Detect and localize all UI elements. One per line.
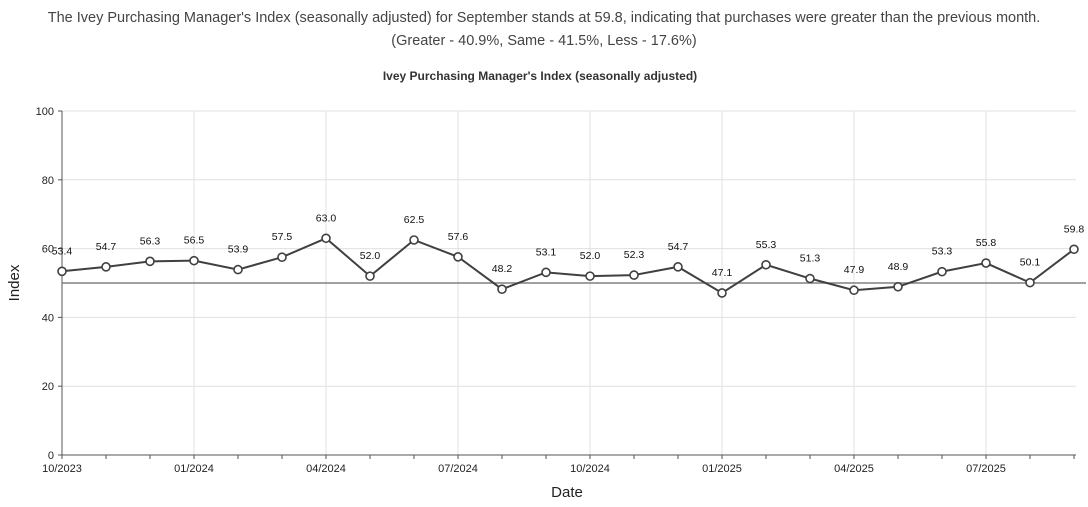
data-label: 54.7 (96, 241, 117, 253)
data-label: 48.9 (888, 261, 909, 273)
x-tick-label: 04/2025 (834, 463, 874, 475)
data-point (145, 256, 155, 267)
data-label: 62.5 (404, 214, 425, 226)
data-point (585, 271, 595, 281)
data-label: 53.3 (932, 246, 953, 258)
y-tick-label: 0 (48, 450, 54, 462)
data-point (629, 270, 639, 280)
data-point (673, 262, 683, 272)
data-point (321, 233, 331, 244)
data-point (189, 255, 199, 266)
x-tick-label: 07/2024 (438, 463, 478, 475)
data-point (805, 273, 815, 284)
data-label: 51.3 (800, 253, 821, 265)
data-point (541, 267, 551, 278)
data-label: 48.2 (492, 263, 513, 275)
data-label: 59.8 (1064, 223, 1085, 235)
summary-line-1: The Ivey Purchasing Manager's Index (sea… (47, 10, 1041, 26)
data-label: 57.5 (272, 231, 293, 243)
data-label: 53.4 (52, 245, 73, 257)
x-tick-label: 10/2024 (570, 463, 610, 475)
x-tick-label: 07/2025 (966, 463, 1006, 475)
x-axis-label: Date (551, 484, 583, 501)
data-label: 50.1 (1020, 257, 1041, 269)
y-tick-label: 40 (42, 312, 54, 324)
data-label: 53.1 (536, 246, 557, 258)
data-label: 52.3 (624, 249, 645, 261)
data-label: 63.0 (316, 212, 337, 224)
data-point (101, 262, 111, 272)
data-label: 56.3 (140, 235, 161, 247)
data-label: 53.9 (228, 244, 249, 256)
chart-title: Ivey Purchasing Manager's Index (seasona… (383, 69, 697, 83)
data-point (57, 266, 67, 277)
y-axis-label: Index (6, 264, 23, 301)
x-tick-label: 01/2024 (174, 463, 214, 475)
data-label: 47.9 (844, 264, 865, 276)
data-point (981, 258, 991, 268)
data-label: 47.1 (712, 267, 733, 279)
data-label: 55.8 (976, 237, 997, 249)
y-tick-label: 80 (42, 175, 54, 187)
series-line (61, 237, 1075, 295)
data-label: 52.0 (580, 250, 601, 262)
data-point (277, 252, 287, 263)
data-point (1025, 277, 1035, 288)
summary-line-2: (Greater - 40.9%, Same - 41.5%, Less - 1… (391, 33, 697, 49)
x-tick-label: 01/2025 (702, 463, 742, 475)
data-point (409, 235, 419, 245)
data-label: 52.0 (360, 250, 381, 262)
data-label: 54.7 (668, 241, 689, 253)
data-point (233, 264, 243, 275)
x-tick-label: 10/2023 (42, 463, 82, 475)
data-label: 57.6 (448, 231, 469, 243)
data-point (761, 259, 771, 270)
y-tick-label: 20 (42, 381, 54, 393)
data-point (937, 266, 947, 277)
data-point (893, 281, 903, 292)
data-point (849, 285, 859, 296)
data-point (453, 252, 463, 262)
data-label: 56.5 (184, 235, 205, 247)
y-tick-label: 60 (42, 244, 54, 256)
data-label: 55.3 (756, 239, 777, 251)
x-tick-label: 04/2024 (306, 463, 346, 475)
data-point (365, 271, 375, 281)
y-tick-label: 100 (36, 106, 54, 118)
data-point (497, 284, 507, 294)
data-point (1069, 244, 1079, 255)
data-point (717, 288, 727, 298)
